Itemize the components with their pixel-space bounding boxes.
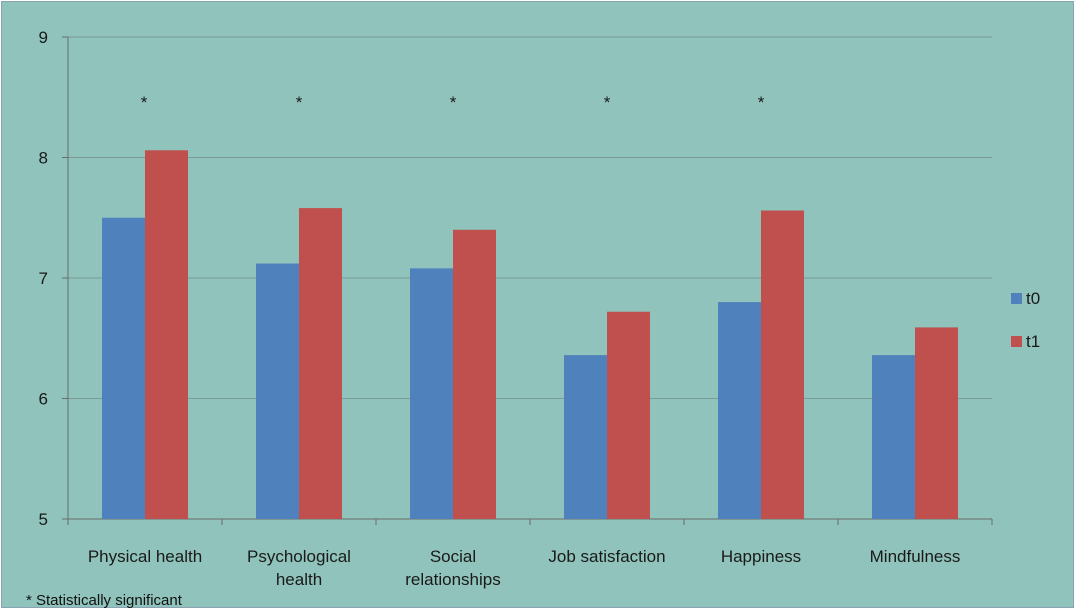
significance-asterisk: * — [296, 93, 303, 112]
x-category-label: relationships — [405, 570, 500, 589]
x-category-label: Physical health — [88, 547, 202, 566]
legend-swatch-t1 — [1011, 336, 1022, 347]
x-category-label: Mindfulness — [870, 547, 961, 566]
y-tick-label: 6 — [39, 390, 48, 409]
bar-t1 — [145, 150, 188, 519]
significance-asterisk: * — [141, 93, 148, 112]
bar-t0 — [410, 268, 453, 519]
bar-t1 — [453, 229, 496, 520]
bar-t0 — [256, 263, 299, 519]
x-category-label: Job satisfaction — [548, 547, 665, 566]
bar-t0 — [872, 355, 915, 519]
y-tick-label: 7 — [39, 269, 48, 288]
significance-asterisk: * — [604, 93, 611, 112]
labels: 5 6 7 8 9 Physical health * Psychological health… — [39, 28, 961, 589]
legend-label-t1: t1 — [1026, 332, 1040, 351]
legend-label-t0: t0 — [1026, 289, 1040, 308]
axes — [62, 36, 993, 525]
footnote-text: * Statistically significant — [26, 592, 183, 609]
x-category-label: Psychological — [247, 547, 351, 566]
bar-t0 — [718, 302, 761, 519]
y-tick-label: 5 — [39, 510, 48, 529]
x-category-label: Social — [430, 547, 476, 566]
y-tick-label: 9 — [39, 28, 48, 47]
significance-asterisk: * — [450, 93, 457, 112]
legend: t0 t1 — [1011, 289, 1040, 351]
bar-t1 — [607, 311, 650, 519]
y-tick-label: 8 — [39, 149, 48, 168]
significance-asterisk: * — [758, 93, 765, 112]
bar-t1 — [761, 210, 804, 519]
x-category-label: Happiness — [721, 547, 801, 566]
x-category-label: health — [276, 570, 322, 589]
bar-t0 — [102, 217, 145, 519]
gridlines — [68, 36, 992, 399]
legend-swatch-t0 — [1011, 293, 1022, 304]
bar-t0 — [564, 355, 607, 519]
bar-t1 — [299, 208, 342, 520]
bar-t1 — [915, 327, 958, 519]
bars — [102, 150, 958, 520]
